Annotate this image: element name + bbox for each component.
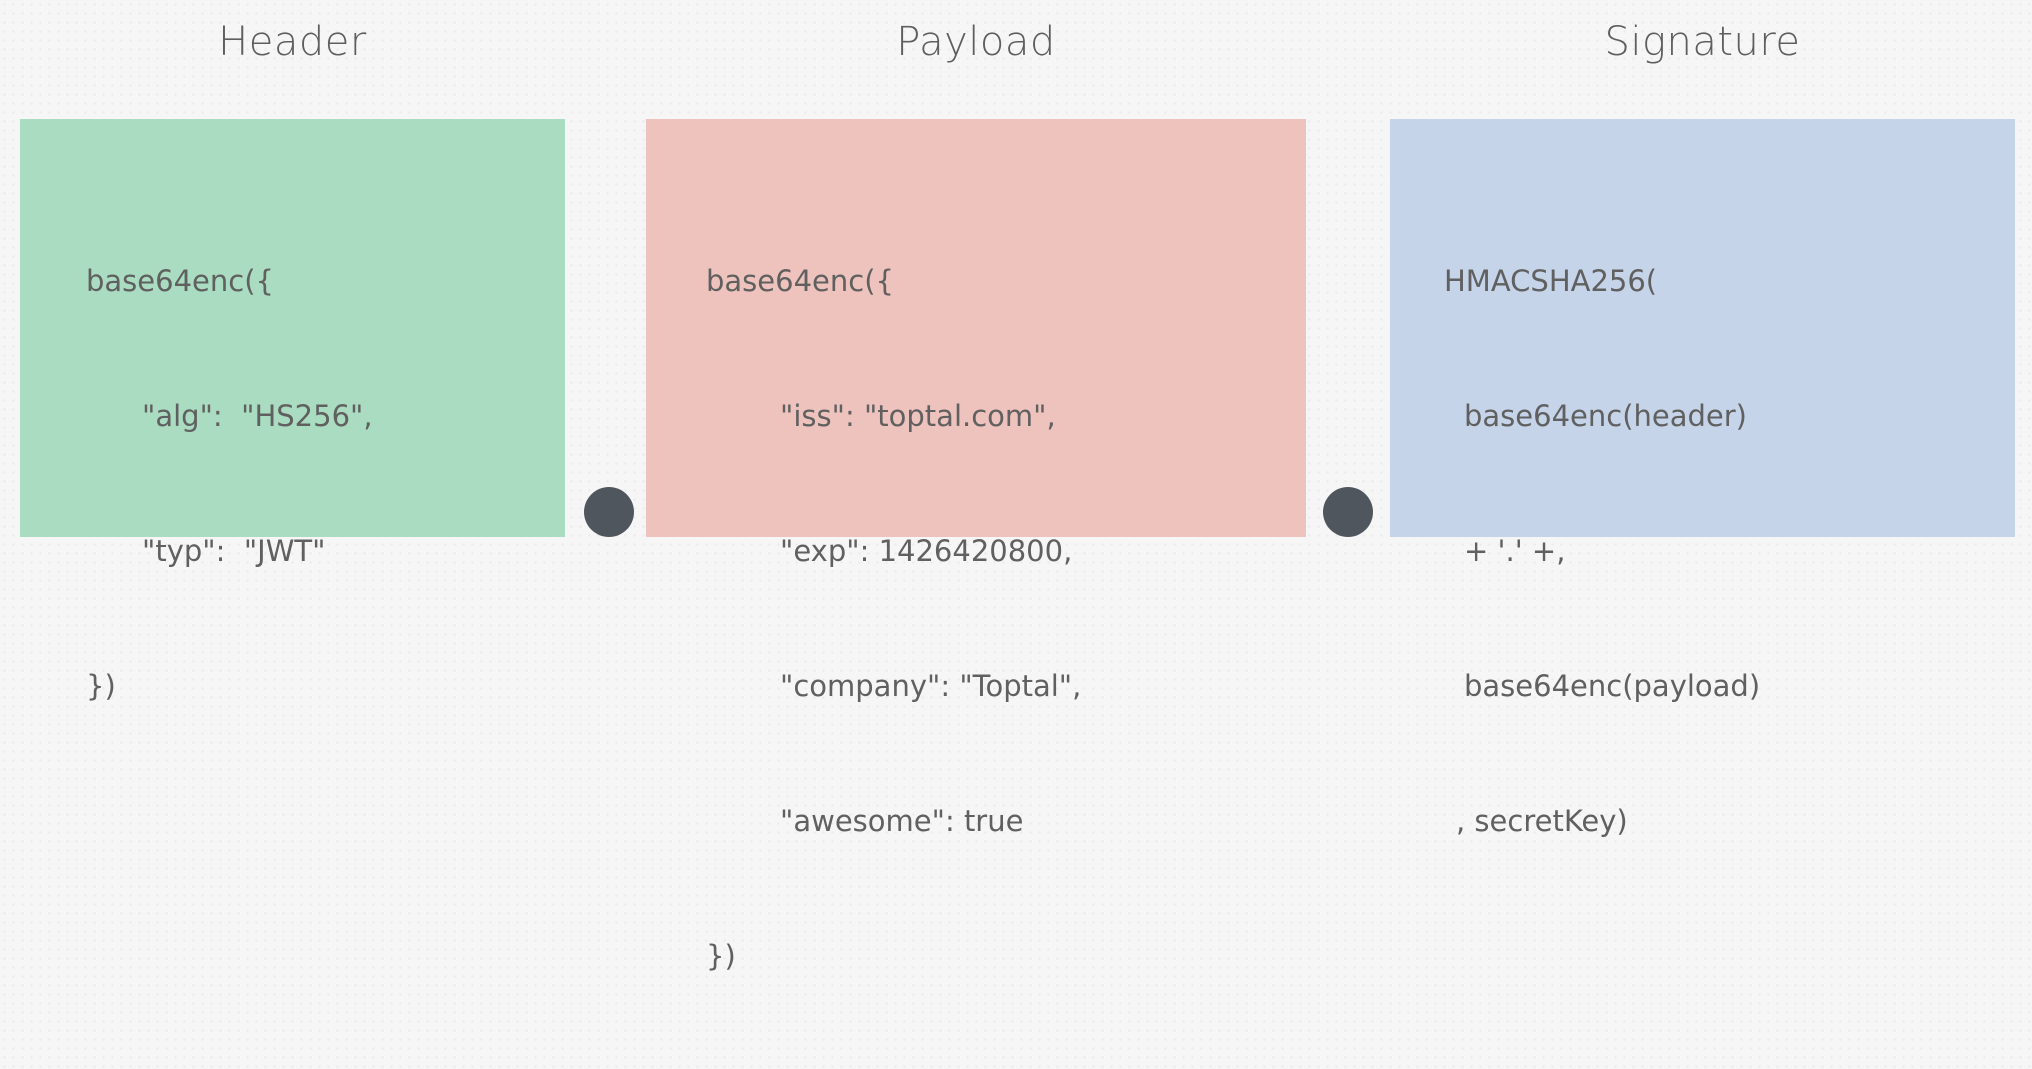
header-code-line: base64enc({ [86, 264, 274, 298]
payload-code-line: "iss": "toptal.com", [780, 399, 1056, 433]
signature-code-line: , secretKey) [1456, 804, 1628, 838]
separator-dot [1323, 487, 1373, 537]
signature-code-line: HMACSHA256( [1444, 264, 1658, 298]
signature-code: HMACSHA256( base64enc(header) + '.' +, b… [1444, 169, 1760, 934]
signature-code-line: base64enc(payload) [1464, 669, 1761, 703]
header-code-line: "typ": "JWT" [142, 534, 326, 568]
signature-code-line: base64enc(header) [1464, 399, 1747, 433]
payload-code: base64enc({ "iss": "toptal.com", "exp": … [706, 169, 1081, 1069]
payload-heading: Payload [896, 19, 1056, 65]
payload-code-line: base64enc({ [706, 264, 894, 298]
header-code: base64enc({ "alg": "HS256", "typ": "JWT"… [86, 169, 373, 799]
signature-heading: Signature [1604, 19, 1801, 65]
header-code-line: }) [86, 669, 116, 703]
signature-box: HMACSHA256( base64enc(header) + '.' +, b… [1390, 119, 2015, 838]
payload-code-line: "awesome": true [780, 804, 1024, 838]
header-code-line: "alg": "HS256", [142, 399, 373, 433]
payload-code-line: "company": "Toptal", [780, 669, 1082, 703]
header-heading: Header [218, 19, 367, 65]
payload-code-line: }) [706, 939, 736, 973]
payload-code-line: "exp": 1426420800, [780, 534, 1073, 568]
payload-box: base64enc({ "iss": "toptal.com", "exp": … [646, 119, 1306, 973]
header-box: base64enc({ "alg": "HS256", "typ": "JWT"… [20, 119, 565, 703]
separator-dot [584, 487, 634, 537]
signature-code-line: + '.' +, [1464, 534, 1566, 568]
